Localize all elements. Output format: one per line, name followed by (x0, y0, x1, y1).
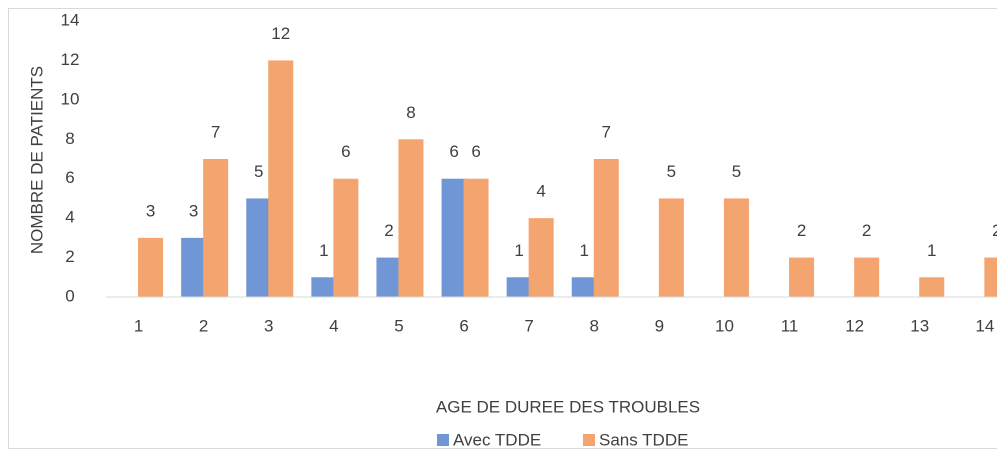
y-tick-label: 14 (61, 10, 80, 29)
bar (528, 218, 554, 297)
value-label: 1 (514, 241, 523, 260)
x-tick-label: 11 (781, 316, 799, 335)
value-label: 5 (732, 162, 741, 181)
value-label: 2 (797, 221, 806, 240)
bar (181, 237, 207, 297)
x-tick-label: 14 (975, 316, 994, 335)
legend-label: Sans TDDE (599, 430, 688, 449)
bar (919, 277, 945, 297)
bar (854, 257, 880, 297)
value-label: 5 (254, 162, 263, 181)
x-tick-label: 3 (264, 316, 273, 335)
bar (571, 277, 597, 297)
bar (984, 257, 997, 297)
value-label: 2 (992, 221, 997, 240)
value-label: 3 (146, 201, 155, 220)
x-axis-title: AGE DE DUREE DES TROUBLES (436, 397, 700, 416)
x-tick-label: 5 (394, 316, 403, 335)
bar (506, 277, 532, 297)
y-tick-label: 0 (65, 286, 74, 305)
value-label: 2 (862, 221, 871, 240)
x-tick-label: 4 (329, 316, 338, 335)
value-label: 7 (211, 122, 220, 141)
y-tick-label: 4 (65, 208, 74, 227)
x-tick-label: 8 (590, 316, 599, 335)
x-tick-label: 1 (134, 316, 143, 335)
bar (311, 277, 337, 297)
value-label: 5 (667, 162, 676, 181)
chart-frame (8, 8, 997, 449)
legend-swatch (583, 434, 595, 446)
value-label: 1 (927, 241, 936, 260)
bar (268, 60, 294, 297)
x-tick-label: 9 (655, 316, 664, 335)
value-label: 3 (189, 201, 198, 220)
bar (246, 198, 272, 297)
value-label: 2 (384, 221, 393, 240)
x-tick-label: 13 (910, 316, 929, 335)
y-tick-label: 6 (65, 168, 74, 187)
bar (138, 237, 164, 297)
y-tick-label: 12 (61, 50, 80, 69)
legend-label: Avec TDDE (453, 430, 541, 449)
bar (398, 139, 424, 297)
value-label: 1 (580, 241, 589, 260)
x-tick-label: 6 (459, 316, 468, 335)
value-label: 6 (471, 142, 480, 161)
y-tick-label: 2 (65, 247, 74, 266)
bar (333, 178, 359, 297)
value-label: 12 (271, 24, 290, 43)
value-label: 7 (602, 122, 611, 141)
bar (789, 257, 815, 297)
value-label: 4 (536, 182, 545, 201)
y-tick-label: 8 (65, 129, 74, 148)
x-tick-label: 10 (715, 316, 734, 335)
value-label: 8 (406, 103, 415, 122)
value-label: 6 (449, 142, 458, 161)
bar (441, 178, 467, 297)
bar (658, 198, 684, 297)
y-tick-label: 10 (61, 89, 80, 108)
x-tick-label: 2 (199, 316, 208, 335)
legend-swatch (437, 434, 449, 446)
bar (376, 257, 402, 297)
bar (203, 159, 229, 297)
x-tick-label: 12 (845, 316, 864, 335)
bar (723, 198, 749, 297)
bar (463, 178, 489, 297)
value-label: 1 (319, 241, 328, 260)
value-label: 6 (341, 142, 350, 161)
bar (593, 159, 619, 297)
x-tick-label: 7 (524, 316, 533, 335)
y-axis-title: NOMBRE DE PATIENTS (27, 66, 46, 254)
